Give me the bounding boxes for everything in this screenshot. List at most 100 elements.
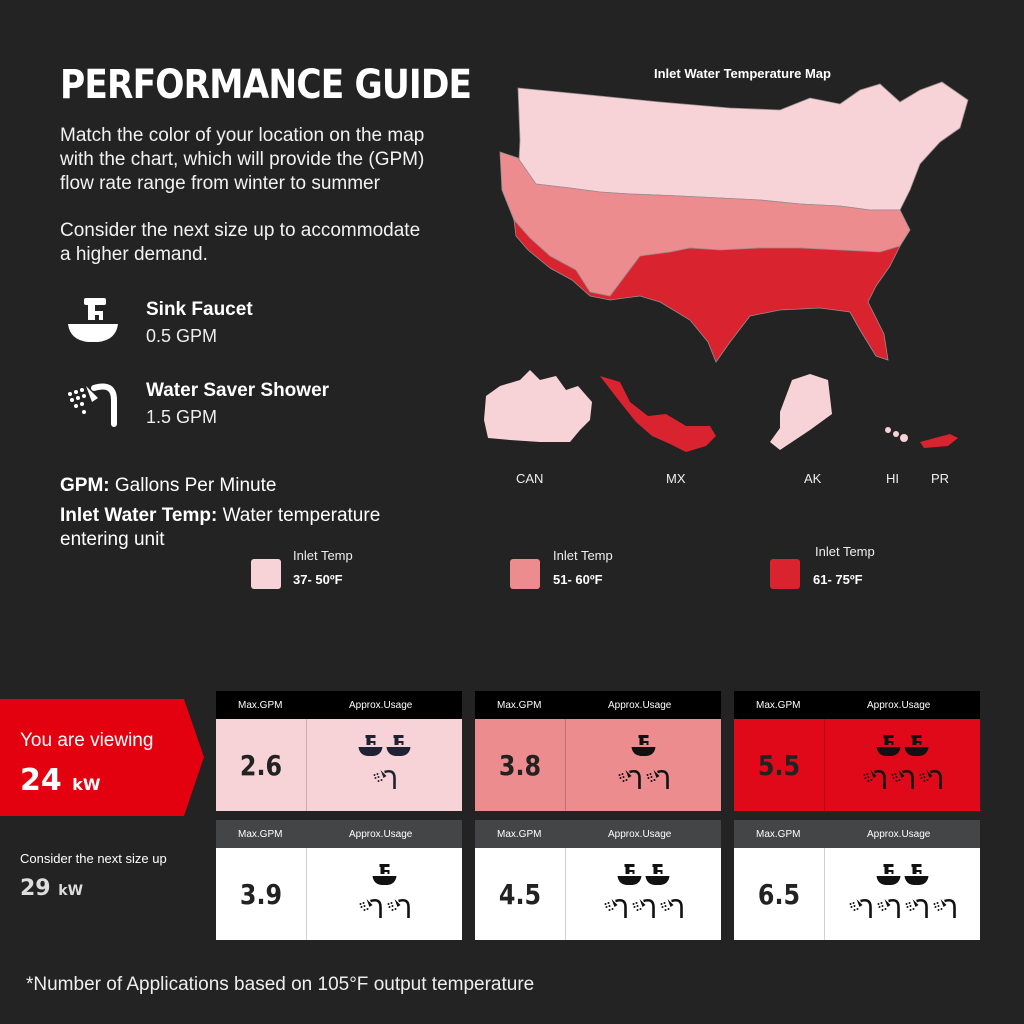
max-gpm-value: 3.8 [498, 749, 542, 782]
next-size-value: 29 kW [20, 876, 84, 901]
shower-icon [632, 898, 655, 918]
faucet-icon [617, 864, 642, 885]
current-size-value: 24 kW [20, 763, 101, 798]
faucet-icon [386, 735, 411, 756]
shower-icon [373, 769, 396, 789]
map-canada [484, 370, 592, 442]
legend-caption: Inlet Temp [815, 544, 875, 559]
shower-icon [905, 898, 928, 918]
max-gpm-header: Max.GPM [497, 829, 542, 840]
map-mexico [600, 376, 716, 452]
card-body: 3.8 [475, 719, 721, 811]
usage-card: Max.GPM Approx.Usage 3.9 [216, 820, 462, 940]
shower-icon [919, 769, 942, 789]
map-title: Inlet Water Temperature Map [654, 66, 831, 81]
card-body: 5.5 [734, 719, 980, 811]
app-gpm-shower: 1.5 GPM [146, 407, 218, 427]
card-divider [306, 719, 307, 811]
card-body: 6.5 [734, 848, 980, 940]
card-header: Max.GPM Approx.Usage [734, 820, 980, 848]
legend-range: 61- 75ºF [813, 572, 863, 587]
card-body: 3.9 [216, 848, 462, 940]
map-label-can: CAN [516, 471, 544, 486]
faucet-icon [876, 735, 901, 756]
gpm-definition: GPM: Gallons Per Minute [60, 475, 277, 496]
max-gpm-header: Max.GPM [756, 700, 801, 711]
max-gpm-value: 4.5 [498, 878, 542, 911]
card-divider [565, 848, 566, 940]
max-gpm-header: Max.GPM [756, 829, 801, 840]
legend-swatch-cold [251, 559, 281, 589]
intro-text: Match the color of your location on the … [60, 125, 425, 194]
inlet-temp-definition: Inlet Water Temp: Water temperature ente… [60, 505, 381, 550]
approx-usage-icons [849, 864, 956, 918]
max-gpm-value: 6.5 [757, 878, 801, 911]
card-body: 2.6 [216, 719, 462, 811]
app-name-sink: Sink Faucet [146, 299, 253, 320]
usage-card: Max.GPM Approx.Usage 2.6 [216, 691, 462, 811]
next-size-label: Consider the next size up [20, 851, 167, 866]
map-alaska [770, 374, 832, 450]
card-divider [824, 719, 825, 811]
card-divider [824, 848, 825, 940]
usage-card: Max.GPM Approx.Usage 6.5 [734, 820, 980, 940]
faucet-icon [358, 735, 383, 756]
shower-icon [359, 898, 382, 918]
approx-usage-header: Approx.Usage [608, 700, 672, 711]
map-label-ak: AK [804, 471, 822, 486]
shower-icon [387, 898, 410, 918]
card-header: Max.GPM Approx.Usage [734, 691, 980, 719]
max-gpm-header: Max.GPM [238, 829, 283, 840]
us-warm-region [513, 218, 901, 363]
intro-advice: Consider the next size up to accommodate… [60, 220, 421, 265]
approx-usage-header: Approx.Usage [349, 829, 413, 840]
page-title: PERFORMANCE GUIDE [60, 62, 472, 108]
legend-range: 37- 50ºF [293, 572, 343, 587]
inlet-temperature-map [484, 81, 969, 452]
approx-usage-header: Approx.Usage [867, 700, 931, 711]
map-puerto-rico [920, 434, 958, 448]
legend-caption: Inlet Temp [553, 548, 613, 563]
card-header: Max.GPM Approx.Usage [216, 820, 462, 848]
shower-icon [877, 898, 900, 918]
approx-usage-icons [359, 864, 410, 918]
faucet-icon [904, 864, 929, 885]
card-header: Max.GPM Approx.Usage [216, 691, 462, 719]
map-label-mx: MX [666, 471, 686, 486]
card-divider [565, 719, 566, 811]
shower-icon [863, 769, 886, 789]
footnote: *Number of Applications based on 105°F o… [26, 974, 535, 995]
faucet-icon [876, 864, 901, 885]
usage-card: Max.GPM Approx.Usage 4.5 [475, 820, 721, 940]
max-gpm-value: 3.9 [239, 878, 283, 911]
approx-usage-icons [604, 864, 683, 918]
approx-usage-header: Approx.Usage [608, 829, 672, 840]
card-body: 4.5 [475, 848, 721, 940]
shower-icon [891, 769, 914, 789]
legend-swatch-warm [770, 559, 800, 589]
faucet-icon [631, 735, 656, 756]
approx-usage-header: Approx.Usage [349, 700, 413, 711]
sink-faucet-icon [68, 298, 118, 342]
approx-usage-icons [618, 735, 669, 789]
current-size-label: You are viewing [20, 730, 154, 751]
max-gpm-value: 5.5 [757, 749, 801, 782]
approx-usage-header: Approx.Usage [867, 829, 931, 840]
max-gpm-header: Max.GPM [238, 700, 283, 711]
card-header: Max.GPM Approx.Usage [475, 820, 721, 848]
shower-icon [933, 898, 956, 918]
map-hawaii [885, 427, 908, 442]
usage-card: Max.GPM Approx.Usage 5.5 [734, 691, 980, 811]
legend-caption: Inlet Temp [293, 548, 353, 563]
max-gpm-value: 2.6 [239, 749, 283, 782]
map-label-hi: HI [886, 471, 899, 486]
legend-range: 51- 60ºF [553, 572, 603, 587]
faucet-icon [372, 864, 397, 885]
shower-icon [660, 898, 683, 918]
card-divider [306, 848, 307, 940]
app-gpm-sink: 0.5 GPM [146, 326, 218, 346]
card-header: Max.GPM Approx.Usage [475, 691, 721, 719]
faucet-icon [645, 864, 670, 885]
shower-icon [618, 769, 641, 789]
current-size-banner [0, 699, 204, 816]
